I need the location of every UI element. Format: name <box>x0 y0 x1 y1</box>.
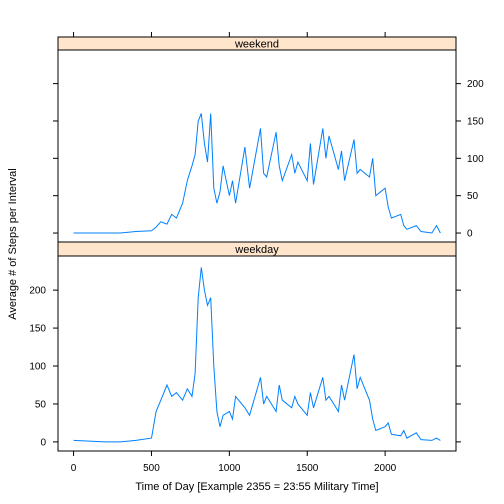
y-axis-label: Average # of Steps per Interval <box>7 168 19 319</box>
y-tick-label: 200 <box>29 286 46 297</box>
series-line-weekend <box>73 113 441 234</box>
panel-weekend: weekend <box>57 36 457 243</box>
x-tick-label: 1500 <box>296 463 319 474</box>
y-tick-label: 100 <box>467 154 484 165</box>
panel-weekday-strip <box>57 241 457 257</box>
x-tick-label: 0 <box>71 463 77 474</box>
y-tick-label: 150 <box>29 324 46 335</box>
x-tick-label: 1000 <box>218 463 241 474</box>
y-tick-label: 50 <box>467 191 479 202</box>
panel-weekday-strip-label: weekday <box>234 244 279 256</box>
y-tick-label: 100 <box>29 362 46 373</box>
series-line-weekday <box>73 267 441 443</box>
x-tick-label: 2000 <box>374 463 397 474</box>
panel-weekday-frame <box>57 241 457 452</box>
panel-weekday: weekday <box>57 241 457 452</box>
x-axis-label: Time of Day [Example 2355 = 23:55 Milita… <box>135 481 378 493</box>
y-tick-label: 150 <box>467 116 484 127</box>
panel-weekend-strip <box>57 36 457 51</box>
y-tick-label: 50 <box>35 399 47 410</box>
y-tick-label: 0 <box>467 229 473 240</box>
x-tick-label: 500 <box>143 463 160 474</box>
panel-weekend-frame <box>57 36 457 243</box>
panel-weekend-strip-label: weekend <box>234 39 279 51</box>
y-tick-label: 0 <box>40 437 46 448</box>
y-tick-label: 200 <box>467 79 484 90</box>
